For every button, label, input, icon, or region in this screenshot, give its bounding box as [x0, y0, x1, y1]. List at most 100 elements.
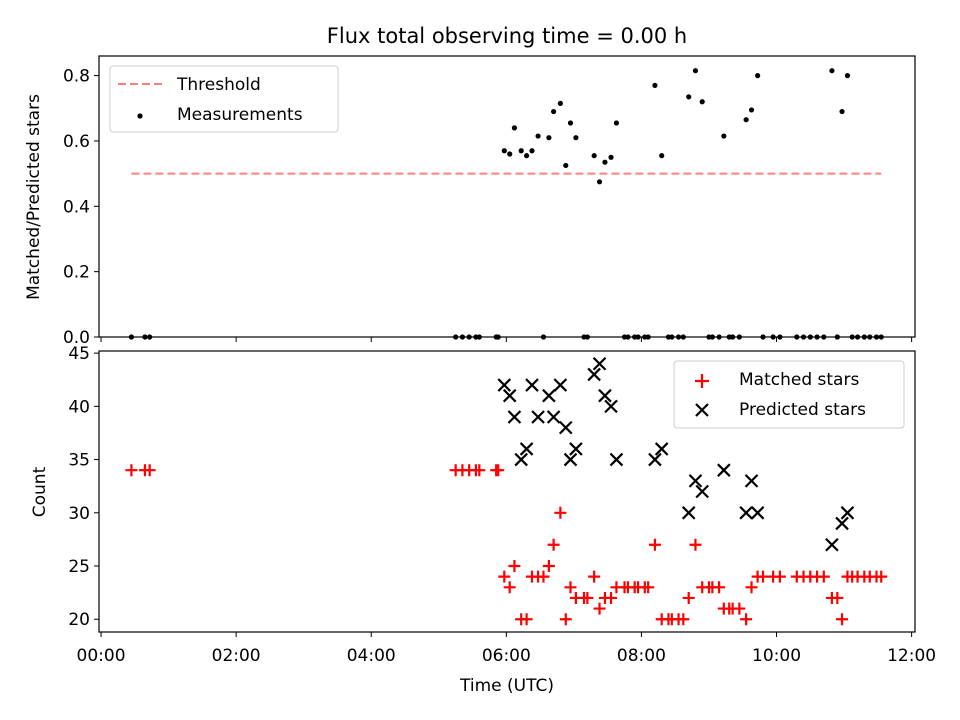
count-plot-ticks: 20 25 30 35 40 45 00:00 02:00 04:00 06:00 08:00 10:…	[68, 344, 936, 666]
measurement-point	[748, 107, 755, 113]
x-axis-label: Time (UTC)	[459, 676, 554, 696]
ratio-plot: 0.00.20.40.60.8 Matched/Predicted stars …	[24, 55, 916, 348]
matched-star-marker	[503, 581, 516, 594]
matched-star-marker	[745, 581, 758, 594]
x-tick-label: 00:00	[77, 646, 126, 666]
measurement-point	[755, 73, 761, 79]
measurement-point	[535, 133, 541, 139]
matched-star-marker	[757, 570, 770, 583]
predicted-star-marker	[717, 463, 731, 477]
matched-star-marker	[875, 570, 888, 583]
measurement-point	[563, 162, 569, 169]
measurement-point	[529, 148, 535, 154]
predicted-star-marker	[558, 420, 573, 435]
measurement-point	[608, 154, 614, 160]
matched-star-marker	[677, 613, 690, 626]
measurement-point	[596, 179, 603, 185]
matched-star-marker	[682, 591, 695, 604]
ratio-plot-y-axis-label: Matched/Predicted stars	[24, 94, 44, 300]
ratio-y-tick-label: 0.4	[63, 197, 90, 217]
measurement-point	[518, 148, 524, 154]
matched-star-marker	[642, 581, 655, 594]
measurement-point	[523, 153, 530, 159]
predicted-star-marker	[744, 474, 759, 488]
count-plot-legend-frame	[673, 360, 905, 429]
predicted-star-marker	[648, 452, 662, 467]
matched-star-marker	[836, 613, 849, 626]
predicted-star-marker	[507, 410, 522, 424]
matched-star-marker	[547, 538, 560, 551]
count-y-tick-label: 35	[68, 451, 90, 471]
predicted-star-marker	[695, 484, 709, 499]
measurement-point	[844, 73, 851, 79]
measurement-point	[699, 99, 705, 105]
measurement-point	[743, 117, 749, 123]
count-plot-legend: Matched stars Predicted stars	[673, 360, 905, 429]
ratio-plot-frame	[98, 55, 916, 338]
predicted-star-marker	[681, 506, 696, 520]
matched-star-marker	[605, 591, 618, 604]
predicted-star-marker	[654, 442, 669, 456]
matched-star-marker	[831, 591, 844, 604]
predicted-star-marker	[497, 378, 512, 392]
ratio-plot-ticks: 0.0 0.2 0.4 0.6 0.8	[63, 67, 913, 348]
measurement-point	[511, 125, 518, 131]
predicted-star-marker	[587, 367, 601, 382]
predicted-star-marker	[542, 388, 556, 403]
matched-star-marker	[125, 464, 138, 477]
ratio-y-tick-label: 0.6	[63, 132, 90, 152]
measurement-point	[551, 108, 557, 115]
predicted-star-marker	[502, 388, 517, 403]
ratio-y-tick-label: 0.2	[63, 263, 90, 283]
matched-star-marker	[559, 613, 572, 626]
x-tick-label: 04:00	[347, 646, 396, 666]
measurement-point	[573, 135, 579, 141]
x-tick-label: 06:00	[482, 646, 531, 666]
count-plot: 20 25 30 35 40 45 00:00 02:00 04:00 06:00 08:00 10:…	[30, 344, 936, 696]
measurement-point	[567, 120, 574, 126]
matched-star-marker	[581, 591, 594, 604]
matched-star-marker	[593, 602, 606, 615]
predicted-star-marker	[825, 537, 839, 552]
measurement-point	[721, 133, 727, 139]
legend-predicted-label: Predicted stars	[739, 400, 866, 420]
count-plot-y-axis-label: Count	[30, 466, 50, 517]
measurement-point	[613, 120, 620, 126]
predicted-star-marker	[688, 474, 703, 488]
predicted-star-marker	[569, 442, 583, 456]
predicted-star-marker	[553, 378, 568, 392]
measurement-point	[602, 159, 608, 165]
matched-star-marker	[733, 602, 746, 615]
measurement-point	[501, 148, 507, 154]
predicted-star-marker	[563, 452, 578, 467]
matched-star-marker	[492, 464, 505, 477]
legend-measurements-label: Measurements	[177, 105, 303, 125]
matched-star-marker	[817, 570, 830, 583]
count-y-tick-label: 45	[68, 344, 90, 364]
ratio-y-tick-label: 0.0	[63, 328, 90, 348]
count-y-tick-label: 30	[68, 504, 90, 524]
matched-star-marker	[508, 560, 521, 573]
matched-star-marker	[773, 570, 786, 583]
x-tick-label: 12:00	[887, 646, 936, 666]
matched-star-marker	[648, 538, 661, 551]
matched-star-marker	[537, 570, 550, 583]
predicted-star-marker	[750, 506, 765, 520]
predicted-star-marker	[840, 506, 855, 520]
x-tick-label: 08:00	[617, 646, 666, 666]
predicted-star-marker	[531, 410, 545, 424]
predicted-star-marker	[598, 388, 612, 403]
legend-predicted-swatch	[695, 403, 709, 417]
count-y-tick-label: 20	[68, 610, 90, 630]
measurement-point	[686, 94, 692, 100]
measurement-point	[652, 82, 658, 89]
measurement-point	[546, 135, 552, 141]
ratio-plot-legend: Threshold Measurements	[109, 65, 339, 133]
legend-matched-label: Matched stars	[739, 370, 859, 390]
ratio-plot-legend-frame	[109, 65, 339, 133]
matched-star-marker	[143, 464, 156, 477]
measurement-point	[659, 153, 665, 159]
predicted-star-marker	[525, 378, 539, 392]
ratio-y-tick-label: 0.8	[63, 67, 90, 87]
predicted-star-marker	[514, 452, 528, 467]
